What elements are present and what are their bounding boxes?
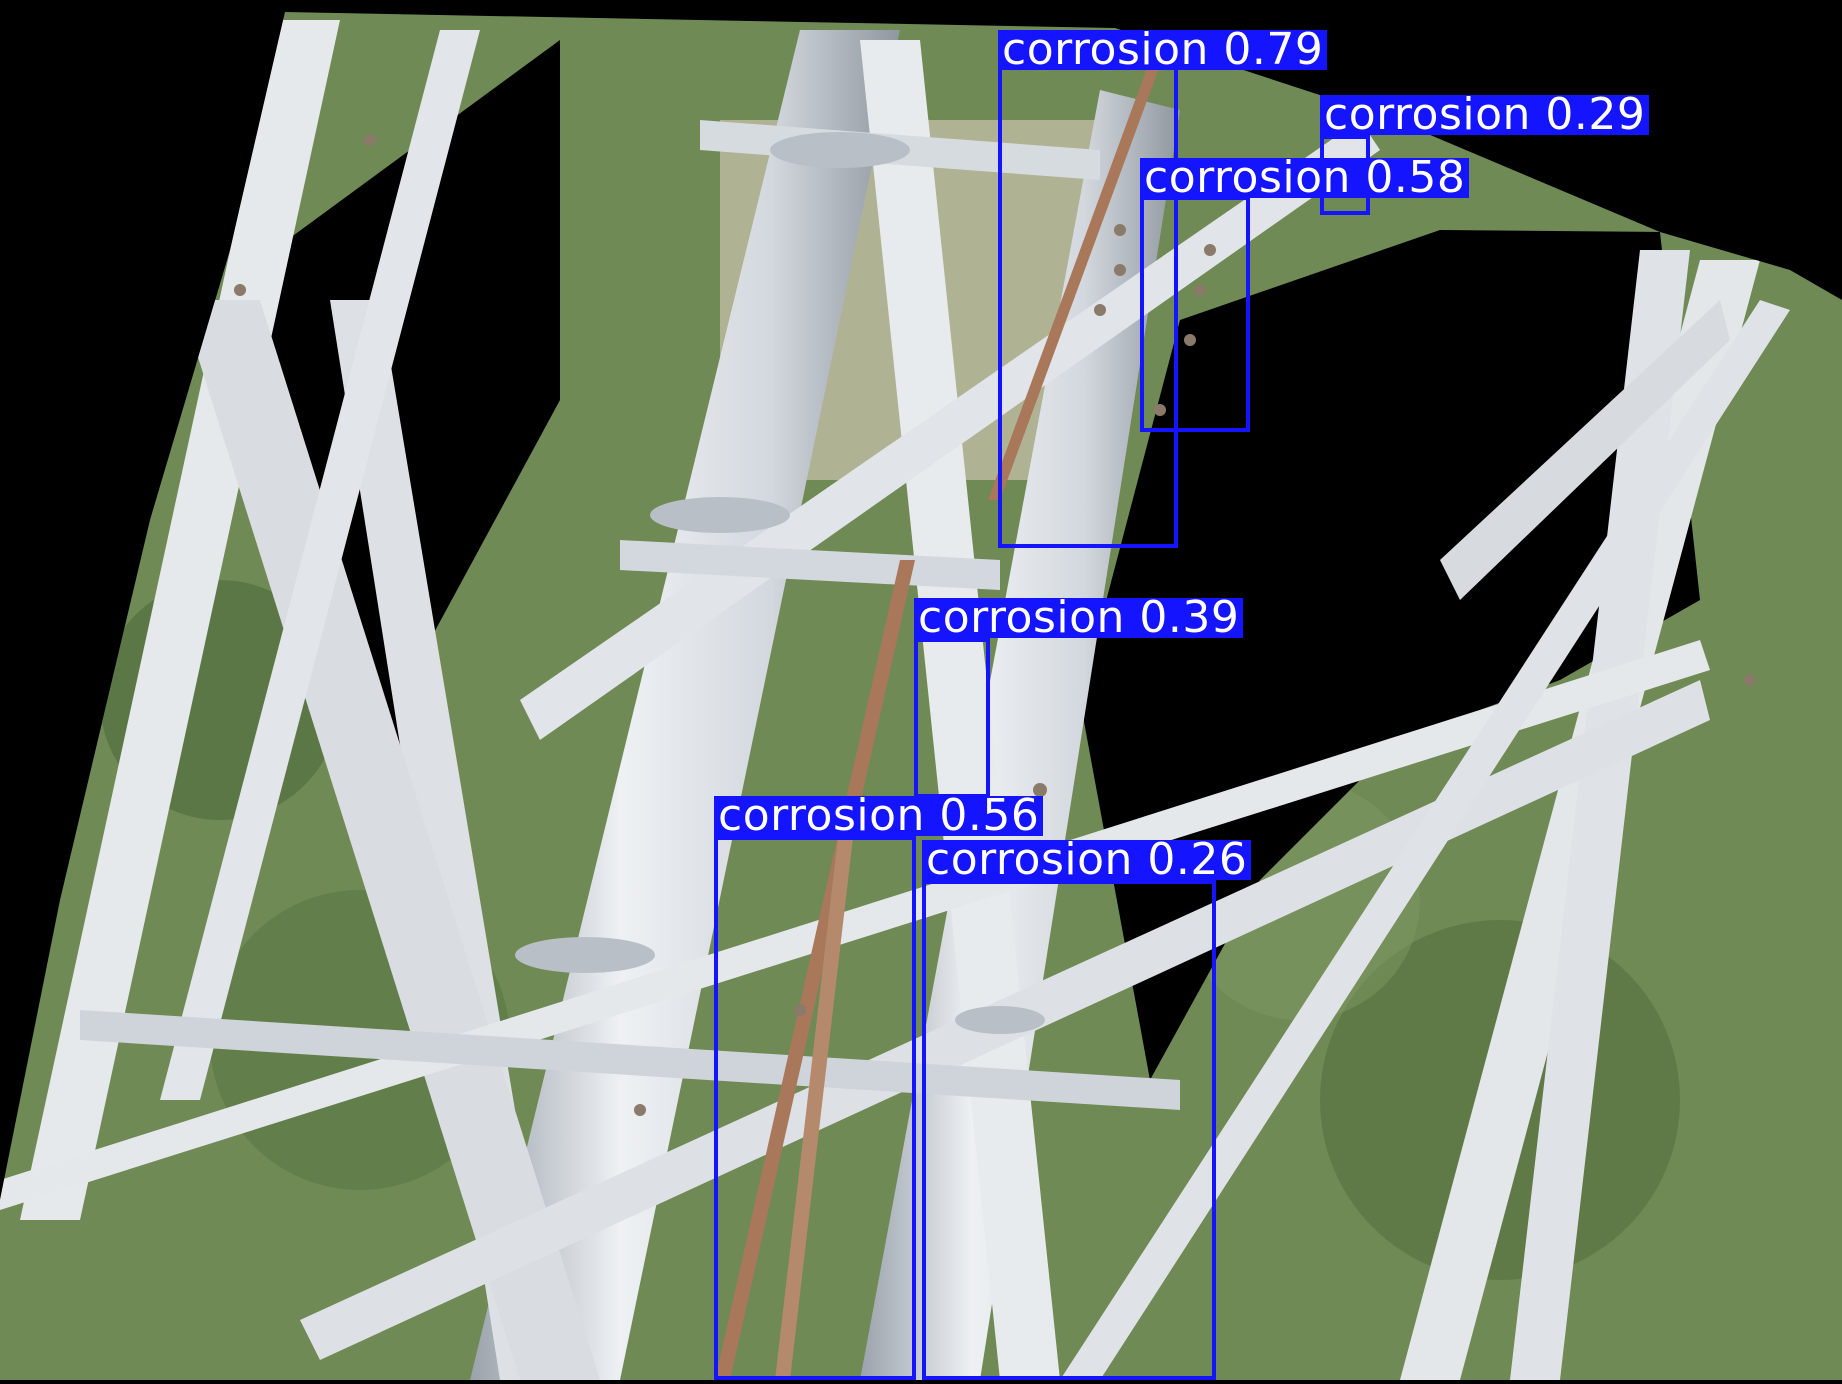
detection-label: corrosion 0.58 [1140, 156, 1470, 200]
detection-box [1140, 196, 1250, 432]
detection-box [914, 638, 990, 798]
detection-label: corrosion 0.26 [922, 838, 1252, 882]
detection-label: corrosion 0.29 [1320, 93, 1650, 137]
detection-label: corrosion 0.56 [714, 794, 1044, 838]
detection-box [922, 880, 1216, 1380]
detection-label: corrosion 0.79 [998, 28, 1328, 72]
detection-label: corrosion 0.39 [914, 596, 1244, 640]
detection-box [714, 836, 916, 1380]
